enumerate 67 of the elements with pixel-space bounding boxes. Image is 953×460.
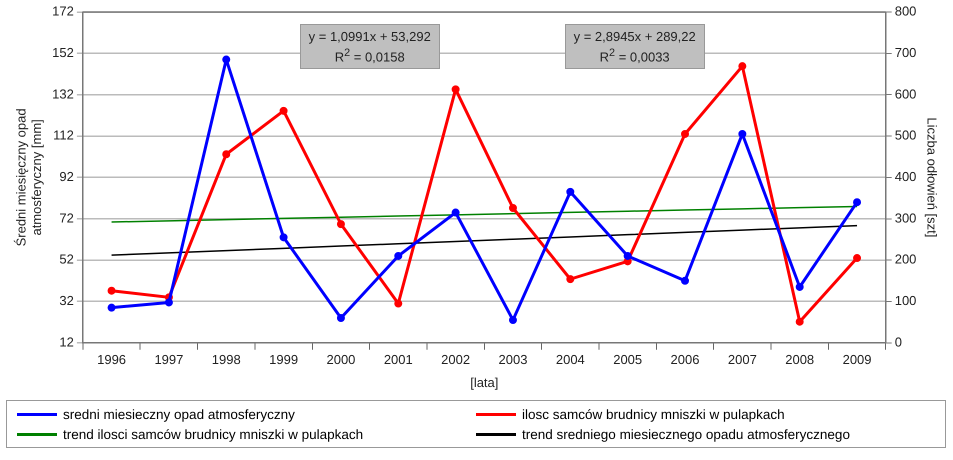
legend-label: trend ilosci samców brudnicy mniszki w pulapkach bbox=[63, 426, 364, 442]
point bbox=[796, 318, 804, 326]
x-tick-label: 2001 bbox=[384, 352, 413, 368]
point bbox=[108, 304, 116, 312]
point bbox=[452, 208, 460, 217]
x-tick-label: 1996 bbox=[97, 352, 126, 368]
point bbox=[853, 254, 862, 262]
x-tick-label: 2002 bbox=[441, 352, 470, 368]
point bbox=[738, 130, 746, 138]
y-tick-label: 132 bbox=[52, 86, 74, 102]
x-tick-label: 1999 bbox=[269, 352, 298, 368]
y-tick-label: 12 bbox=[59, 334, 74, 350]
point bbox=[336, 314, 345, 322]
y-tick-label: 72 bbox=[59, 210, 74, 226]
y-tick-label: 52 bbox=[59, 252, 74, 267]
y2-tick-label: 700 bbox=[894, 44, 916, 60]
point bbox=[394, 252, 402, 260]
annotation: y = 1,0991x + 53,292 R$^{2}$ = 0,0158 bbox=[300, 24, 440, 70]
x-tick-label: 2006 bbox=[670, 352, 700, 368]
y2-axis-title: Liczba odłowień [szt] bbox=[924, 117, 940, 238]
y-tick-label: 92 bbox=[59, 168, 74, 184]
point bbox=[681, 276, 690, 285]
x-tick-label: 2003 bbox=[498, 352, 528, 368]
y2-tick-label: 0 bbox=[894, 334, 902, 350]
x-tick-label: 1997 bbox=[154, 352, 184, 368]
annotation: y = 2,8945x + 289,22 R$^{2}$ = 0,0033 bbox=[564, 24, 705, 70]
legend-label: trend sredniego miesiecznego opadu atmosferycznego bbox=[522, 426, 850, 442]
point bbox=[280, 106, 288, 115]
point bbox=[566, 275, 574, 284]
point bbox=[796, 282, 804, 291]
point bbox=[336, 220, 345, 228]
point bbox=[108, 286, 116, 295]
point bbox=[280, 233, 288, 242]
point bbox=[222, 56, 230, 64]
y2-tick-label: 300 bbox=[894, 210, 916, 226]
legend-label: sredni miesieczny opad atmosferyczny bbox=[63, 406, 295, 422]
y2-tick-label: 400 bbox=[894, 168, 916, 184]
x-axis-title: [lata] bbox=[470, 374, 498, 390]
x-tick-label: 2004 bbox=[556, 352, 585, 368]
y2-tick-label: 100 bbox=[894, 293, 916, 308]
x-tick-label: 2005 bbox=[613, 352, 642, 368]
y-tick-label: 32 bbox=[59, 293, 74, 308]
point bbox=[508, 204, 517, 212]
point bbox=[681, 130, 690, 138]
point bbox=[566, 188, 574, 196]
y2-tick-label: 600 bbox=[894, 86, 916, 102]
x-tick-label: 2007 bbox=[728, 352, 757, 368]
y-tick-label: 172 bbox=[52, 4, 74, 19]
point bbox=[853, 198, 862, 206]
legend-label: ilosc samców brudnicy mniszki w pulapkach bbox=[522, 406, 785, 422]
point bbox=[164, 298, 173, 306]
x-tick-label: 1998 bbox=[212, 352, 241, 368]
y2-tick-label: 500 bbox=[894, 128, 916, 143]
point bbox=[452, 85, 460, 94]
y-tick-label: 152 bbox=[52, 44, 74, 60]
x-tick-label: 2009 bbox=[842, 352, 872, 368]
point bbox=[394, 300, 402, 308]
point bbox=[222, 150, 230, 158]
point bbox=[624, 252, 632, 260]
y2-tick-label: 800 bbox=[894, 4, 916, 19]
y-axis-title: Średni miesięczny opad atmosferyczny [mm] bbox=[13, 108, 44, 246]
x-tick-label: 2000 bbox=[326, 352, 356, 368]
y-tick-label: 112 bbox=[53, 128, 74, 143]
point bbox=[738, 62, 746, 70]
y2-tick-label: 200 bbox=[894, 252, 916, 267]
point bbox=[508, 316, 517, 324]
x-tick-label: 2008 bbox=[785, 352, 814, 368]
